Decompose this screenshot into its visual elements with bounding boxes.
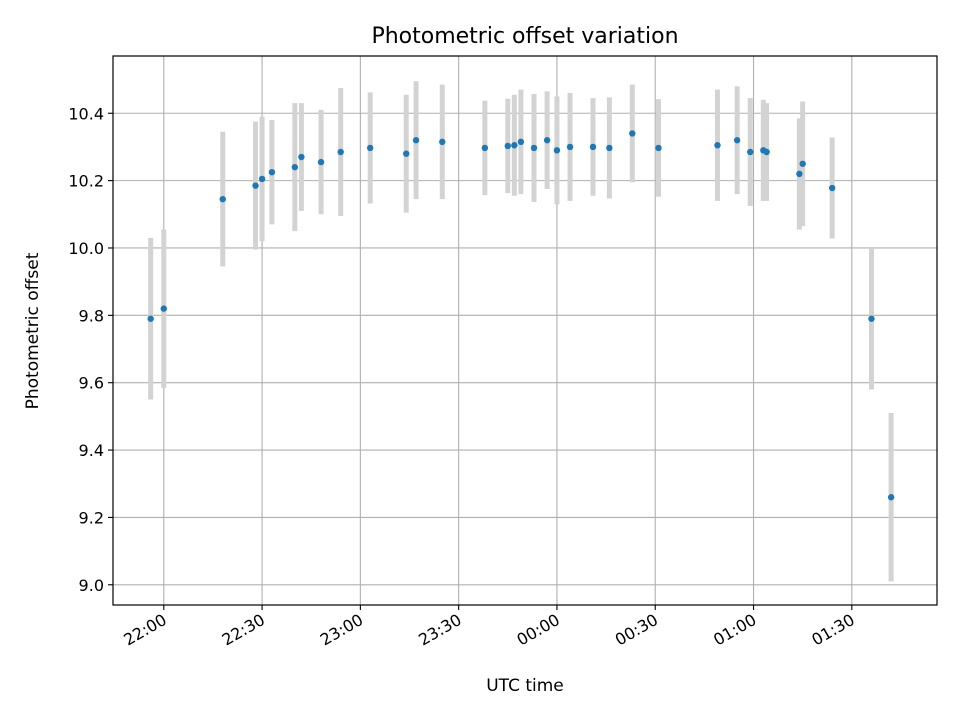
data-point [606, 144, 613, 152]
data-point [543, 137, 551, 144]
y-tick-label: 9.0 [79, 576, 104, 595]
x-axis: 22:00 22:30 23:00 23:30 00:00 00:30 01:00 01:30 [120, 605, 858, 650]
data-points [147, 130, 895, 501]
data-point [252, 182, 259, 189]
data-point [796, 170, 803, 178]
data-point [589, 143, 597, 151]
data-point [412, 137, 420, 144]
data-point [553, 147, 561, 154]
y-tick-label: 9.4 [79, 441, 104, 460]
data-point [403, 150, 410, 157]
data-point [747, 148, 754, 156]
y-axis: 9.0 9.2 9.4 9.6 9.8 10.0 10.2 10.4 [68, 104, 113, 595]
data-point [868, 315, 875, 322]
data-point [629, 130, 636, 137]
data-point [317, 158, 325, 166]
data-point [655, 144, 662, 152]
data-point [481, 144, 489, 152]
data-point [439, 138, 446, 146]
data-point [160, 305, 167, 312]
data-point [291, 163, 299, 171]
chart-title: Photometric offset variation [371, 24, 678, 49]
data-point [714, 142, 721, 149]
x-tick-label: 22:30 [219, 610, 268, 650]
data-point [517, 138, 525, 146]
data-point [337, 148, 344, 156]
y-tick-label: 9.2 [79, 508, 104, 527]
data-point [887, 494, 895, 501]
x-tick-label: 01:30 [808, 610, 857, 650]
data-point [828, 184, 836, 192]
data-point [511, 142, 518, 149]
x-tick-label: 01:00 [710, 610, 759, 650]
data-point [268, 168, 276, 176]
plot-frame [112, 55, 938, 606]
data-point [566, 143, 574, 151]
data-point [366, 144, 374, 152]
y-tick-label: 10.2 [68, 172, 104, 191]
x-tick-label: 00:30 [612, 610, 661, 650]
data-point [219, 195, 226, 203]
y-tick-label: 9.6 [79, 374, 104, 393]
x-tick-label: 23:30 [415, 610, 464, 650]
data-point [733, 137, 741, 144]
data-point [258, 175, 266, 183]
x-tick-label: 00:00 [514, 610, 563, 650]
data-point [799, 160, 806, 167]
x-tick-label: 22:00 [120, 610, 169, 650]
data-point [504, 142, 511, 150]
data-point [530, 144, 538, 152]
data-point [298, 153, 305, 161]
y-tick-label: 10.4 [68, 104, 104, 123]
data-point [763, 148, 770, 156]
gridlines [113, 56, 937, 605]
y-tick-label: 9.8 [79, 306, 104, 325]
data-point [147, 315, 154, 322]
x-tick-label: 23:00 [317, 610, 366, 650]
y-axis-label: Photometric offset [23, 252, 43, 409]
y-tick-label: 10.0 [68, 239, 104, 258]
x-axis-label: UTC time [486, 676, 564, 696]
